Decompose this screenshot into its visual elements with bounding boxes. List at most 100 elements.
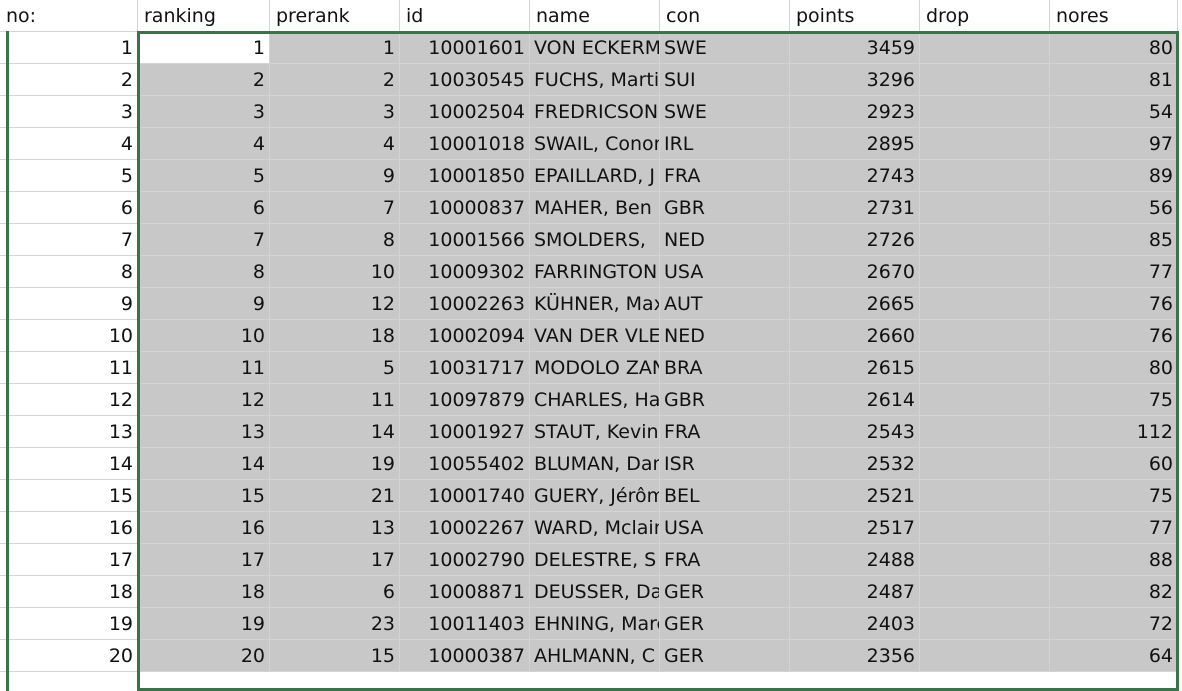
cell-id[interactable]: 10001018 [400,128,530,160]
cell-no[interactable]: 2 [0,64,138,96]
cell-points[interactable]: 2615 [790,352,920,384]
cell-points[interactable]: 3296 [790,64,920,96]
cell-ranking[interactable]: 4 [138,128,270,160]
cell-drop[interactable] [920,640,1050,672]
cell-drop[interactable] [920,256,1050,288]
cell-no[interactable]: 17 [0,544,138,576]
cell-prerank[interactable]: 2 [270,64,400,96]
cell-name[interactable]: EPAILLARD, J [530,160,660,192]
cell-con[interactable]: FRA [660,544,790,576]
cell-name[interactable]: STAUT, Kevin [530,416,660,448]
cell-ranking[interactable]: 9 [138,288,270,320]
cell-ranking[interactable]: 1 [138,32,270,64]
cell-prerank[interactable]: 13 [270,512,400,544]
cell-points[interactable]: 2614 [790,384,920,416]
cell-nores[interactable]: 64 [1050,640,1178,672]
cell-con[interactable]: USA [660,512,790,544]
cell-name[interactable]: MODOLO ZANOTELLI [530,352,660,384]
cell-points[interactable]: 2895 [790,128,920,160]
cell-nores[interactable]: 56 [1050,192,1178,224]
cell-prerank[interactable]: 15 [270,640,400,672]
header-cell-id[interactable]: id [400,0,530,32]
cell-con[interactable]: NED [660,320,790,352]
cell-prerank[interactable]: 3 [270,96,400,128]
cell-prerank[interactable]: 21 [270,480,400,512]
cell-con[interactable]: ISR [660,448,790,480]
cell-con[interactable]: BRA [660,352,790,384]
header-cell-con[interactable]: con [660,0,790,32]
cell-points[interactable]: 2543 [790,416,920,448]
cell-name[interactable]: VON ECKERMANN [530,32,660,64]
cell-drop[interactable] [920,128,1050,160]
cell-no[interactable]: 12 [0,384,138,416]
cell-name[interactable]: AHLMANN, C [530,640,660,672]
cell-points[interactable]: 2532 [790,448,920,480]
header-cell-points[interactable]: points [790,0,920,32]
cell-points[interactable]: 2660 [790,320,920,352]
cell-id[interactable]: 10009302 [400,256,530,288]
cell-prerank[interactable]: 17 [270,544,400,576]
cell-points[interactable]: 2403 [790,608,920,640]
cell-nores[interactable]: 89 [1050,160,1178,192]
cell-prerank[interactable]: 12 [270,288,400,320]
cell-drop[interactable] [920,320,1050,352]
cell-prerank[interactable]: 8 [270,224,400,256]
cell-nores[interactable]: 72 [1050,608,1178,640]
cell-ranking[interactable]: 14 [138,448,270,480]
header-cell-prerank[interactable]: prerank [270,0,400,32]
cell-points[interactable]: 2923 [790,96,920,128]
cell-no[interactable]: 20 [0,640,138,672]
cell-con[interactable]: BEL [660,480,790,512]
cell-con[interactable]: GER [660,608,790,640]
cell-nores[interactable]: 85 [1050,224,1178,256]
cell-id[interactable]: 10000387 [400,640,530,672]
header-cell-name[interactable]: name [530,0,660,32]
cell-ranking[interactable]: 7 [138,224,270,256]
header-cell-ranking[interactable]: ranking [138,0,270,32]
cell-no[interactable]: 1 [0,32,138,64]
cell-id[interactable]: 10055402 [400,448,530,480]
cell-points[interactable]: 3459 [790,32,920,64]
cell-points[interactable]: 2743 [790,160,920,192]
cell-no[interactable]: 18 [0,576,138,608]
cell-name[interactable]: GUERY, Jérôme [530,480,660,512]
cell-drop[interactable] [920,288,1050,320]
cell-con[interactable]: SWE [660,32,790,64]
cell-con[interactable]: SUI [660,64,790,96]
cell-no[interactable]: 11 [0,352,138,384]
cell-con[interactable]: NED [660,224,790,256]
cell-points[interactable]: 2517 [790,512,920,544]
cell-drop[interactable] [920,416,1050,448]
cell-points[interactable]: 2670 [790,256,920,288]
cell-name[interactable]: FARRINGTON [530,256,660,288]
cell-no[interactable]: 16 [0,512,138,544]
cell-points[interactable]: 2488 [790,544,920,576]
cell-con[interactable]: GBR [660,384,790,416]
cell-prerank[interactable]: 6 [270,576,400,608]
cell-nores[interactable]: 81 [1050,64,1178,96]
cell-no[interactable]: 5 [0,160,138,192]
cell-id[interactable]: 10001927 [400,416,530,448]
cell-ranking[interactable]: 13 [138,416,270,448]
cell-name[interactable]: EHNING, Marcus [530,608,660,640]
cell-id[interactable]: 10001601 [400,32,530,64]
cell-ranking[interactable]: 16 [138,512,270,544]
cell-drop[interactable] [920,576,1050,608]
cell-no[interactable]: 7 [0,224,138,256]
header-cell-drop[interactable]: drop [920,0,1050,32]
cell-con[interactable]: USA [660,256,790,288]
cell-no[interactable]: 14 [0,448,138,480]
cell-name[interactable]: VAN DER VLEUTEN [530,320,660,352]
cell-drop[interactable] [920,64,1050,96]
cell-id[interactable]: 10002790 [400,544,530,576]
cell-con[interactable]: FRA [660,160,790,192]
cell-nores[interactable]: 60 [1050,448,1178,480]
cell-id[interactable]: 10011403 [400,608,530,640]
cell-prerank[interactable]: 9 [270,160,400,192]
cell-con[interactable]: AUT [660,288,790,320]
cell-nores[interactable]: 75 [1050,384,1178,416]
cell-ranking[interactable]: 2 [138,64,270,96]
cell-points[interactable]: 2356 [790,640,920,672]
cell-no[interactable]: 10 [0,320,138,352]
cell-name[interactable]: MAHER, Ben [530,192,660,224]
